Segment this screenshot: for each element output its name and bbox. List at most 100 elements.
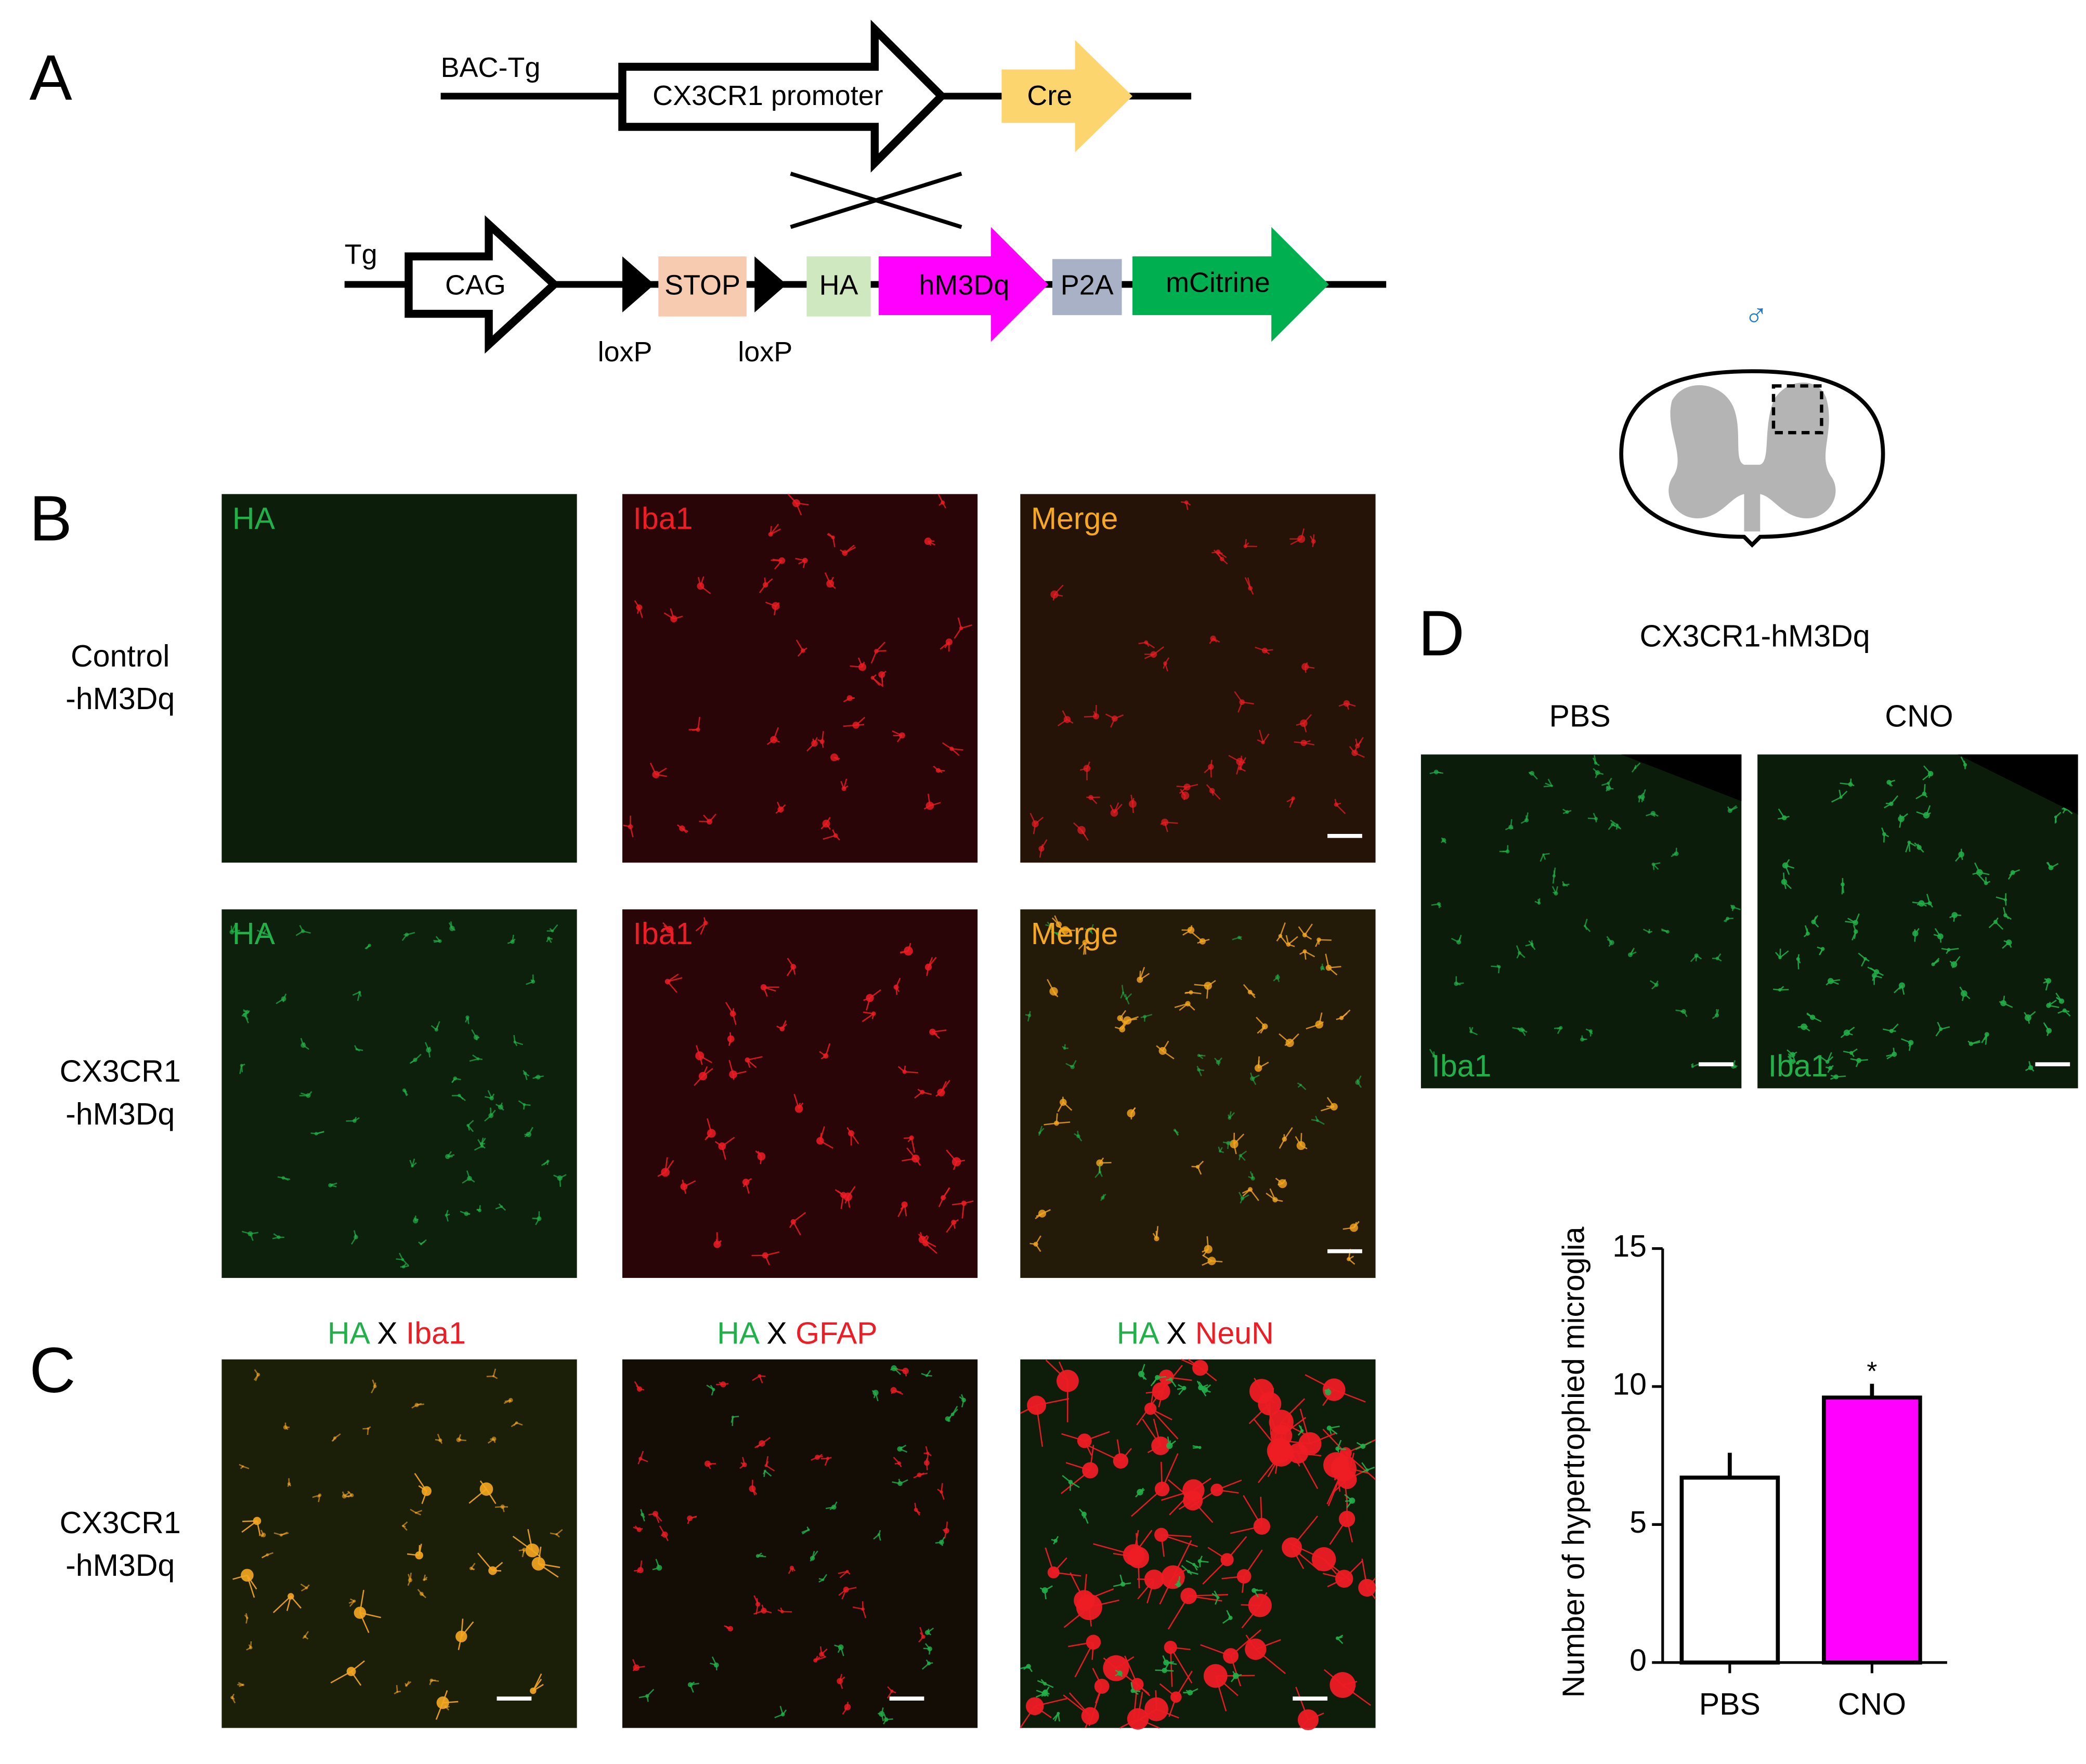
- cell-process: [1100, 1197, 1103, 1201]
- cell-process: [1119, 1574, 1124, 1585]
- cell-process: [442, 1701, 459, 1704]
- cell-process: [699, 1055, 703, 1065]
- cell-process: [435, 936, 441, 942]
- cell-process: [927, 793, 931, 806]
- cell-process: [1176, 786, 1188, 788]
- cell-process: [841, 1589, 847, 1600]
- cell-process: [408, 1574, 411, 1580]
- cell-process: [820, 1055, 826, 1060]
- cell-process: [532, 1683, 544, 1692]
- cell-process: [1264, 650, 1270, 655]
- cell-process: [2003, 940, 2010, 943]
- cell-process: [1994, 921, 2004, 930]
- tissue-edge: [1958, 754, 2078, 815]
- channel-label: HA: [232, 917, 276, 951]
- cell-process: [1777, 817, 1784, 820]
- cell-process: [1334, 1389, 1366, 1403]
- cell-process: [1196, 1380, 1202, 1388]
- cell-process: [1211, 1260, 1223, 1263]
- cell-process: [342, 1491, 345, 1497]
- cell-process: [1779, 950, 1789, 958]
- cell-process: [1912, 901, 1922, 904]
- cell-process: [1253, 1418, 1280, 1452]
- cell-process: [359, 1612, 370, 1633]
- cell-process: [1593, 768, 1598, 774]
- cell-process: [421, 1239, 427, 1245]
- cell-process: [758, 1555, 766, 1558]
- cell-process: [409, 1159, 413, 1167]
- cell-process: [959, 1396, 964, 1401]
- cell-process: [952, 1405, 958, 1415]
- cell-process: [1204, 1384, 1211, 1391]
- cell-process: [845, 1587, 857, 1590]
- cell-process: [1830, 1075, 1836, 1078]
- cell-process: [538, 1563, 559, 1578]
- cell-process: [1181, 1358, 1201, 1369]
- cell-process: [1328, 1427, 1338, 1435]
- cell-process: [646, 1695, 649, 1702]
- loxp-site: [754, 256, 787, 313]
- cell-process: [815, 1656, 826, 1661]
- cell-process: [1963, 993, 1971, 999]
- micrograph: [622, 1359, 978, 1728]
- cell-process: [901, 1369, 906, 1372]
- cell-process: [462, 1178, 470, 1184]
- cell-process: [418, 1485, 427, 1492]
- cell-process: [1119, 1718, 1139, 1729]
- cell-process: [1840, 790, 1848, 798]
- cell-process: [927, 1632, 932, 1636]
- cell-process: [937, 769, 943, 773]
- panel-label: B: [30, 482, 72, 554]
- cell-process: [1191, 991, 1202, 995]
- cell-process: [940, 641, 950, 650]
- cell-process: [796, 503, 802, 516]
- cell-process: [920, 1232, 923, 1240]
- cell-process: [843, 778, 848, 789]
- cell-process: [774, 1714, 784, 1718]
- cell-process: [1145, 1390, 1162, 1394]
- cell-process: [689, 1681, 695, 1685]
- cell-process: [1672, 853, 1677, 855]
- cell-process: [819, 1646, 823, 1655]
- cell-process: [263, 932, 269, 936]
- cell-process: [1273, 976, 1278, 982]
- cell-process: [304, 1636, 309, 1640]
- cell-process: [770, 524, 779, 535]
- cell-process: [1145, 642, 1155, 649]
- cell-process: [1126, 998, 1130, 1005]
- cell-process: [1935, 1028, 1941, 1037]
- cell-process: [1139, 973, 1150, 981]
- cell-process: [926, 966, 929, 976]
- cell-process: [1312, 541, 1314, 547]
- cell-process: [512, 1536, 533, 1551]
- cell-process: [898, 1462, 902, 1468]
- cell-process: [2012, 869, 2020, 873]
- cell-process: [513, 1035, 516, 1042]
- cell-process: [1070, 1572, 1085, 1601]
- cell-process: [272, 1596, 292, 1613]
- cell-process: [1039, 1587, 1046, 1591]
- cell-process: [921, 1663, 930, 1670]
- cell-process: [350, 1236, 357, 1245]
- cell-process: [1357, 737, 1364, 747]
- cell-process: [1138, 642, 1146, 645]
- cell-process: [458, 1636, 462, 1650]
- cell-process: [751, 1488, 756, 1496]
- cell-process: [402, 1525, 408, 1531]
- cell-process: [1840, 782, 1851, 785]
- cell-body: [1433, 769, 1439, 775]
- cell-process: [812, 1551, 815, 1559]
- cell-process: [770, 528, 781, 535]
- cell-process: [2027, 1011, 2036, 1018]
- cell-process: [1855, 913, 1860, 923]
- cell-process: [1979, 871, 1990, 876]
- cell-process: [1051, 1539, 1056, 1541]
- cell-process: [1934, 928, 1941, 937]
- cell-process: [242, 1466, 250, 1470]
- cell-process: [1102, 1194, 1106, 1198]
- cell-process: [1783, 872, 1785, 882]
- cell-process: [282, 999, 284, 1002]
- cell-process: [838, 1571, 848, 1574]
- cell-process: [2046, 1030, 2050, 1036]
- cell-process: [697, 716, 701, 730]
